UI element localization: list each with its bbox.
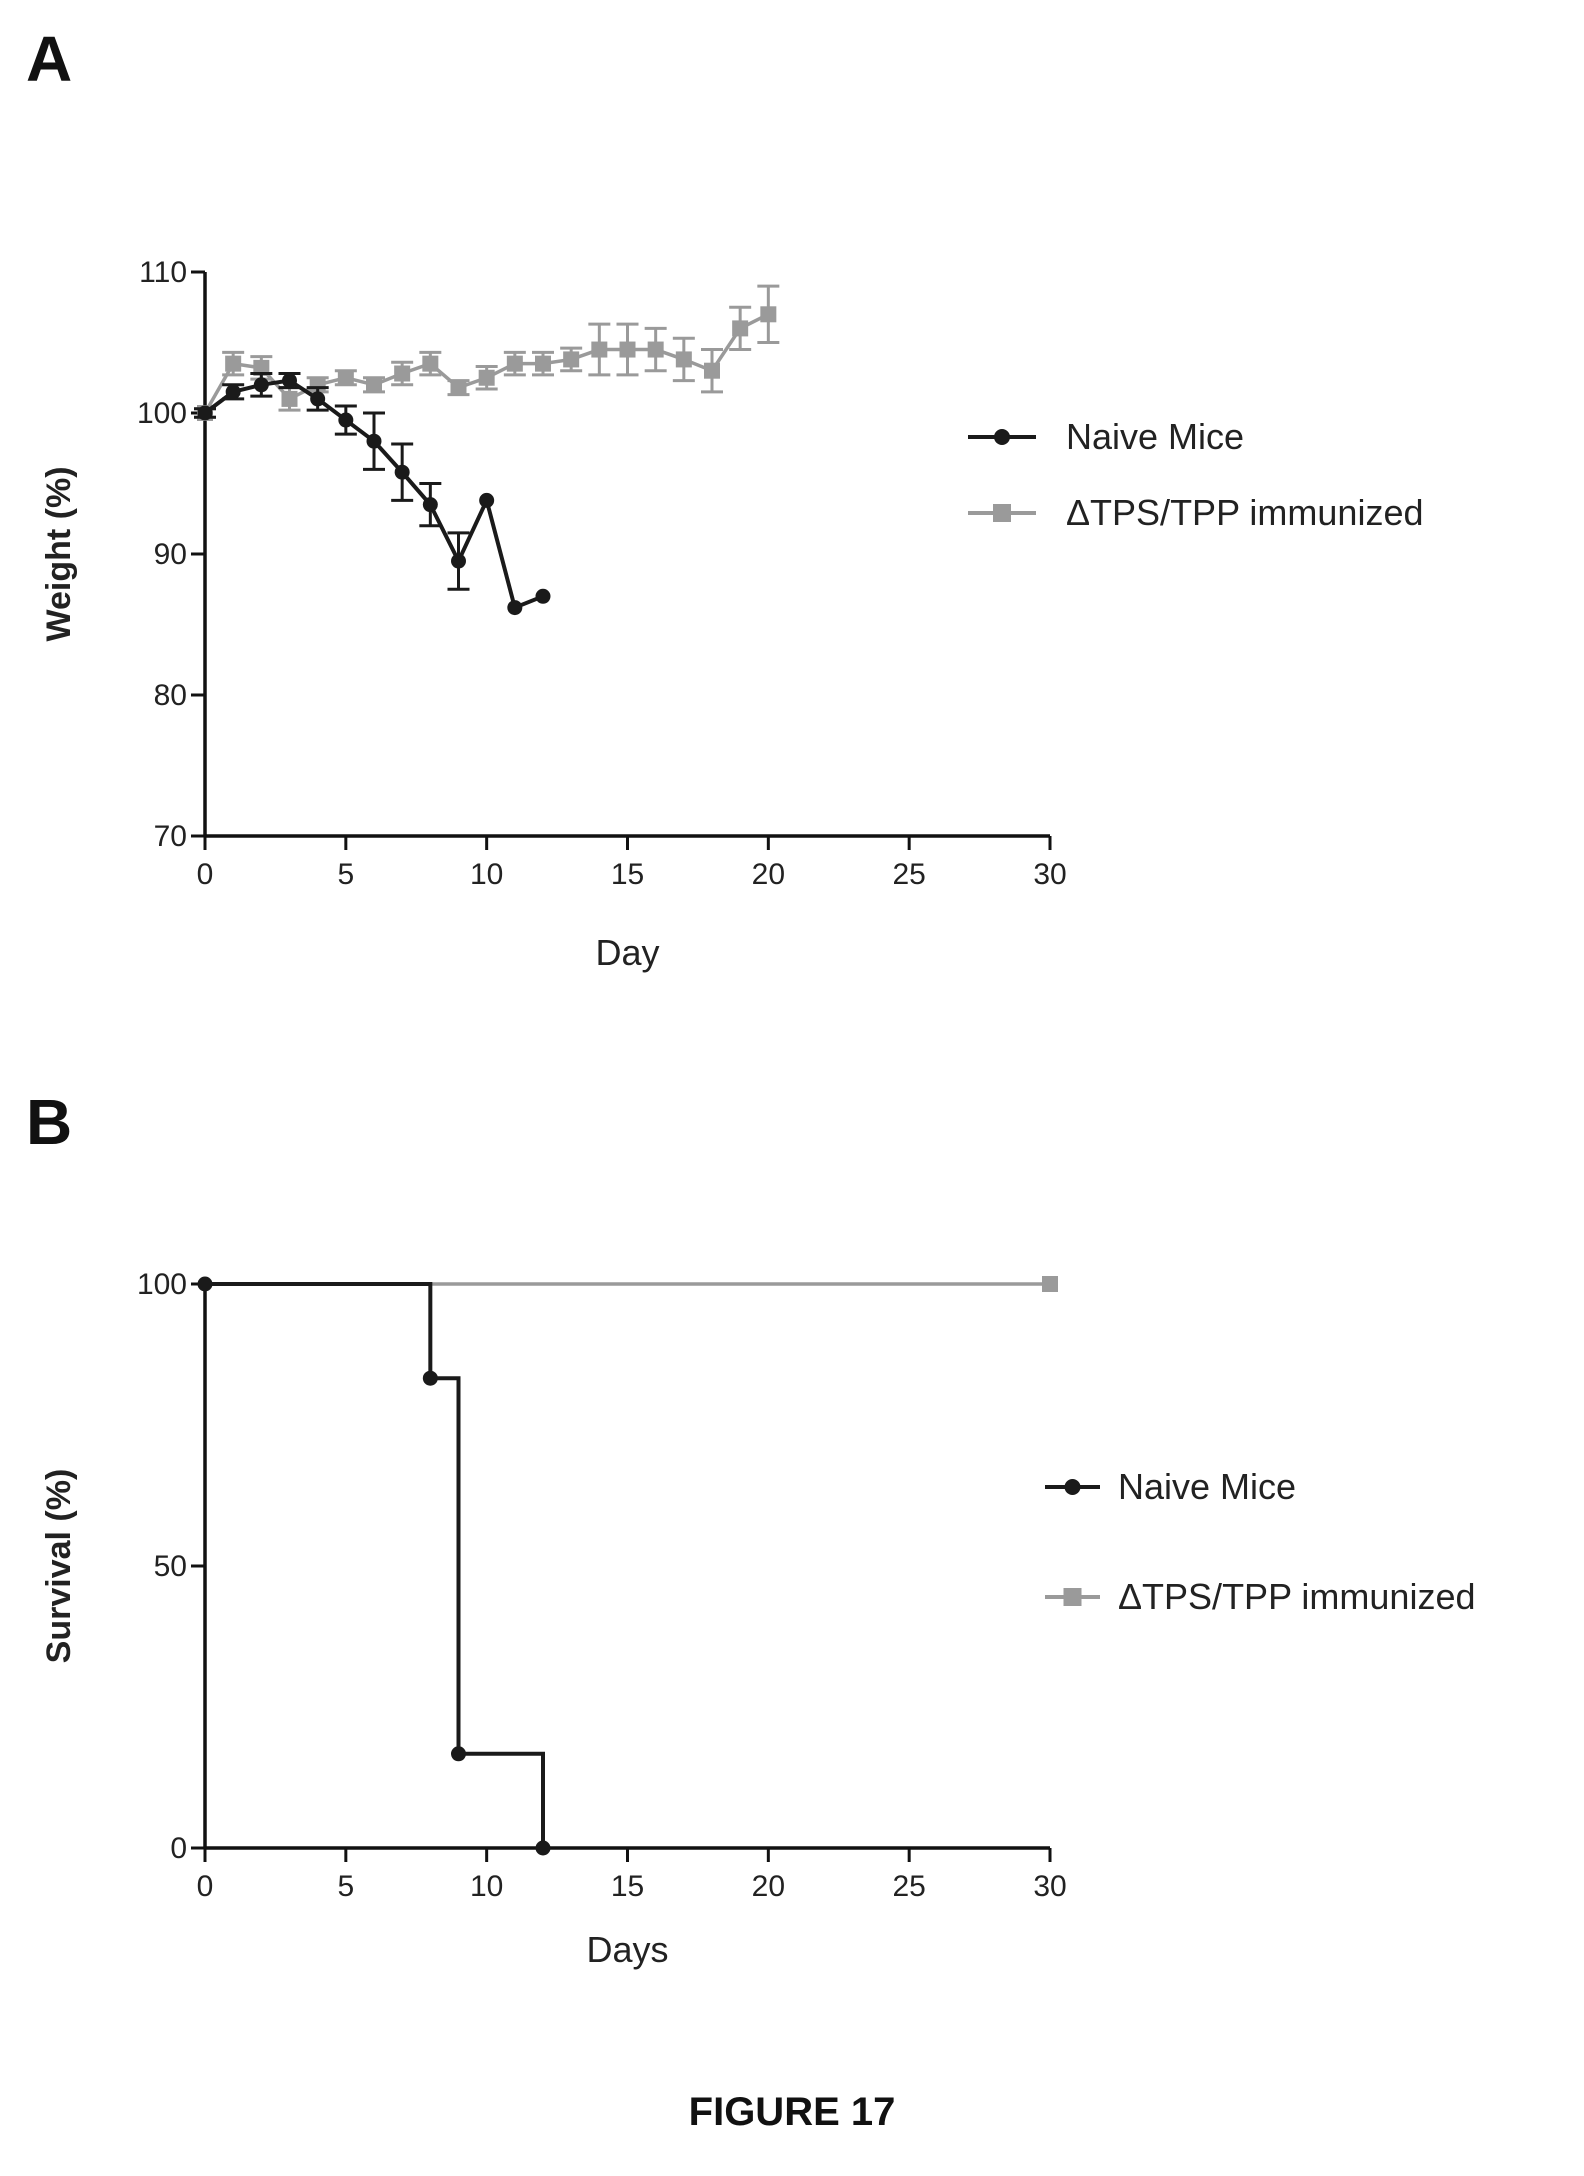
data-point — [394, 464, 410, 480]
y-tick-label: 100 — [137, 1268, 187, 1301]
y-axis-title: Weight (%) — [40, 466, 78, 641]
legend-item: ΔTPS/TPP immunized — [1045, 1576, 1476, 1617]
x-tick-label: 30 — [1033, 1870, 1066, 1903]
data-point — [197, 405, 213, 421]
data-point — [338, 412, 354, 428]
x-tick-label: 20 — [752, 858, 785, 891]
data-point — [282, 373, 297, 389]
data-point — [563, 351, 580, 368]
legend-label: ΔTPS/TPP immunized — [1066, 492, 1424, 533]
data-point — [394, 365, 411, 382]
data-point — [675, 351, 692, 368]
legend-label: Naive Mice — [1118, 1466, 1296, 1507]
data-point — [478, 369, 495, 386]
data-point — [337, 369, 354, 386]
data-point — [451, 1746, 466, 1762]
x-tick-label: 5 — [337, 858, 354, 891]
chart-panel-a: 70 80 90 100 110 0 5 10 15 20 25 30 Day Weight (%) Nai… — [40, 256, 1424, 973]
data-point — [197, 1276, 213, 1292]
legend-item: Naive Mice — [968, 416, 1244, 457]
legend-item: Naive Mice — [1045, 1466, 1296, 1507]
x-tick-label: 10 — [470, 858, 503, 891]
panel-a-label: A — [26, 23, 73, 95]
data-point — [422, 355, 439, 372]
y-tick-label: 0 — [170, 1832, 187, 1865]
data-point — [366, 376, 382, 393]
x-tick-label: 5 — [337, 1870, 354, 1903]
x-tick-label: 15 — [611, 858, 644, 891]
data-point — [450, 379, 467, 396]
legend-marker — [993, 504, 1011, 522]
data-point — [1042, 1276, 1058, 1292]
x-tick-label: 0 — [197, 1870, 214, 1903]
data-point — [704, 362, 720, 379]
y-axis-title: Survival (%) — [40, 1469, 78, 1664]
legend-marker — [1063, 1588, 1082, 1606]
data-point — [535, 588, 551, 604]
legend-marker — [1064, 1479, 1081, 1495]
data-point — [253, 377, 269, 393]
data-point — [281, 390, 298, 407]
y-tick-label: 90 — [154, 538, 187, 571]
x-tick-label: 10 — [470, 1870, 503, 1903]
legend-marker — [994, 429, 1010, 445]
data-point — [479, 492, 495, 508]
y-tick-label: 110 — [139, 256, 187, 289]
legend-label: ΔTPS/TPP immunized — [1118, 1576, 1476, 1617]
series-naive-mice — [197, 1276, 551, 1856]
x-tick-label: 0 — [197, 858, 214, 891]
x-tick-label: 25 — [892, 858, 925, 891]
y-tick-label: 80 — [154, 679, 187, 712]
data-point — [760, 306, 777, 323]
legend: Naive Mice ΔTPS/TPP immunized — [968, 416, 1424, 533]
y-tick-label: 70 — [154, 820, 187, 853]
figure-caption: FIGURE 17 — [688, 2090, 896, 2134]
x-tick-label: 25 — [892, 1870, 925, 1903]
data-point — [422, 497, 438, 513]
panel-b-label: B — [26, 1086, 73, 1158]
data-point — [506, 355, 523, 372]
series-line — [205, 1282, 545, 1848]
x-axis-title: Days — [586, 1929, 668, 1970]
data-point — [619, 341, 636, 358]
y-tick-label: 50 — [154, 1550, 187, 1583]
x-axis-title: Day — [595, 932, 659, 973]
data-point — [507, 600, 523, 616]
data-point — [225, 355, 242, 372]
data-point — [451, 553, 466, 569]
x-tick-label: 15 — [611, 1870, 644, 1903]
chart-panel-b: 0 50 100 0 5 10 15 20 25 30 Days Survival (%) Naive … — [40, 1268, 1476, 1970]
legend-item: ΔTPS/TPP immunized — [968, 492, 1424, 533]
data-point — [535, 355, 551, 372]
y-tick-label: 100 — [137, 397, 187, 430]
data-point — [535, 1840, 551, 1856]
data-point — [647, 341, 664, 358]
data-point — [366, 433, 382, 449]
x-tick-label: 30 — [1033, 858, 1066, 891]
data-point — [422, 1370, 438, 1386]
legend-label: Naive Mice — [1066, 416, 1244, 457]
series-naive-mice — [194, 372, 551, 616]
data-point — [253, 359, 270, 376]
x-tick-label: 20 — [752, 1870, 785, 1903]
series-tps-tpp-immunized — [194, 284, 780, 421]
legend: Naive Mice ΔTPS/TPP immunized — [1045, 1466, 1476, 1617]
data-point — [310, 391, 326, 407]
data-point — [225, 384, 241, 400]
data-point — [591, 341, 608, 358]
data-point — [732, 320, 749, 337]
